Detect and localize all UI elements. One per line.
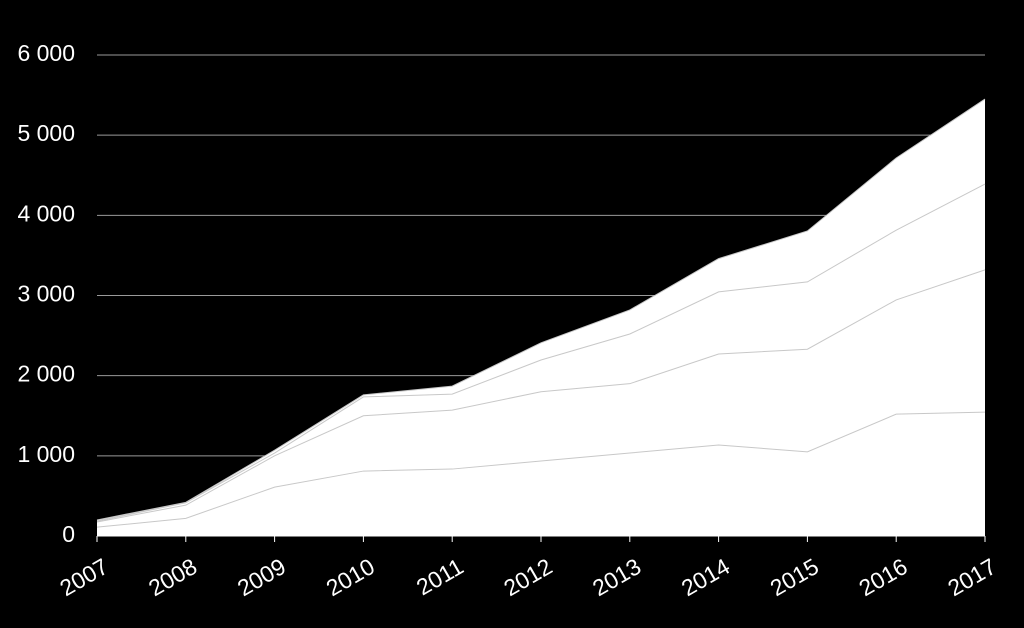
x-tick-label: 2015 <box>766 553 823 601</box>
area <box>97 412 985 536</box>
x-tick-label: 2016 <box>854 553 911 601</box>
x-tick-label: 2010 <box>322 553 379 601</box>
y-tick-label: 5 000 <box>17 120 75 146</box>
x-tick-label: 2012 <box>499 553 556 601</box>
x-tick-label: 2007 <box>55 553 112 601</box>
y-tick-label: 3 000 <box>17 281 75 307</box>
layer-edge <box>96 183 986 522</box>
x-tick-label: 2017 <box>943 553 1000 601</box>
y-tick-label: 4 000 <box>17 200 75 226</box>
layer-edge <box>96 98 986 521</box>
x-tick-label: 2008 <box>144 553 201 601</box>
layer-edge <box>96 269 986 523</box>
y-tick-label: 2 000 <box>17 361 75 387</box>
area <box>97 269 985 528</box>
y-tick-label: 1 000 <box>17 441 75 467</box>
x-tick-label: 2014 <box>677 553 734 601</box>
y-tick-label: 0 <box>62 521 75 547</box>
y-tick-label: 6 000 <box>17 40 75 66</box>
x-tick-label: 2013 <box>588 553 645 601</box>
x-tick-label: 2011 <box>412 553 468 600</box>
x-tick-label: 2009 <box>233 553 290 601</box>
layer-edge <box>96 411 986 528</box>
